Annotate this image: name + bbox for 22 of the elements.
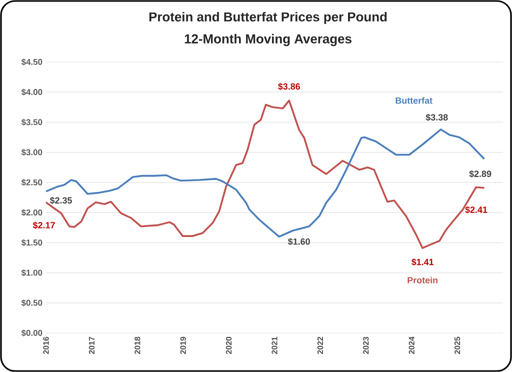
text: Butterfat xyxy=(396,97,432,104)
chart-title: Protein and Butterfat Prices per Pound xyxy=(149,12,387,24)
annotation: $1.60 xyxy=(288,238,310,246)
annotation: $2.89 xyxy=(469,170,492,178)
annotation: $2.41 xyxy=(465,206,488,214)
text: Protein xyxy=(408,276,438,284)
y-tick-label: $0.00 xyxy=(21,330,42,336)
y-tick-label: $1.00 xyxy=(21,269,42,276)
y-tick-label: $4.00 xyxy=(21,88,42,96)
y-tick-label: $1.50 xyxy=(21,239,42,246)
y-tick-label: $2.50 xyxy=(21,178,42,186)
annotation: $3.86 xyxy=(278,82,300,90)
y-tick-label: $2.00 xyxy=(21,209,42,216)
chart-subtitle: 12-Month Moving Averages xyxy=(184,34,352,46)
y-tick-label: $4.50 xyxy=(21,58,42,66)
y-tick-label: $0.50 xyxy=(21,299,42,306)
annotation: $2.17 xyxy=(32,222,55,229)
annotation: $1.41 xyxy=(411,258,434,266)
annotation: $3.38 xyxy=(426,114,448,122)
y-tick-label: $3.00 xyxy=(21,148,42,156)
y-tick-label: $3.50 xyxy=(21,118,42,126)
annotation: $2.35 xyxy=(50,196,72,204)
